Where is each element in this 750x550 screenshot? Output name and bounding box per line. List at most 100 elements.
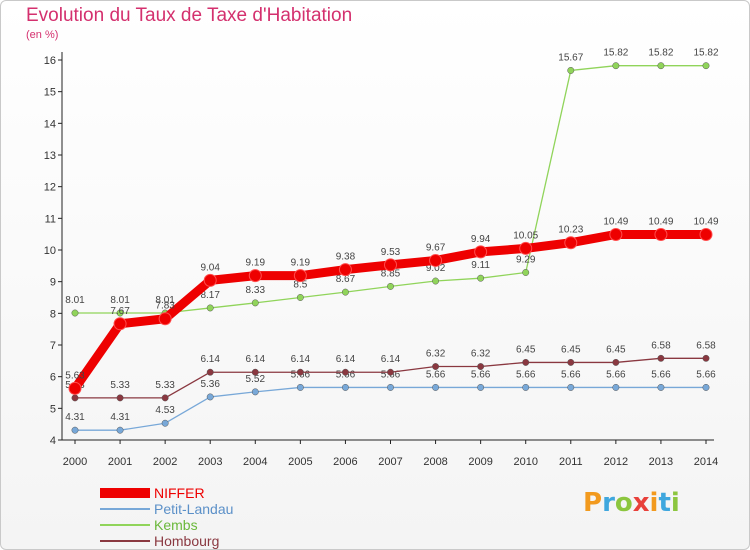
data-label-niffer-2001: 7.67: [110, 306, 130, 317]
data-label-niffer-2014: 10.49: [693, 216, 718, 227]
x-tick-label-2003: 2003: [198, 456, 222, 468]
legend-swatch-kembs: [100, 524, 150, 526]
x-tick-label-2002: 2002: [153, 456, 177, 468]
legend-swatch-hombourg: [100, 540, 150, 542]
point-hombourg-2003: [206, 368, 214, 376]
point-hombourg-2005: [296, 368, 304, 376]
x-tick-label-2004: 2004: [243, 456, 267, 468]
data-label-kembs-2005: 8.5: [293, 280, 307, 291]
data-label-petit-landau-2003: 5.36: [200, 379, 220, 390]
logo-letter-p: P: [583, 488, 603, 518]
point-hombourg-2012: [612, 358, 620, 366]
data-label-hombourg-2009: 6.32: [471, 349, 491, 360]
y-tick-label-8: 8: [50, 308, 56, 320]
data-label-petit-landau-2014: 5.66: [696, 369, 716, 380]
point-petit-landau-2009: [477, 383, 485, 391]
data-label-kembs-2012: 15.82: [603, 48, 628, 59]
point-niffer-2005: [293, 269, 307, 283]
data-label-kembs-2014: 15.82: [693, 48, 718, 59]
point-petit-landau-2001: [116, 426, 124, 434]
point-hombourg-2001: [116, 394, 124, 402]
point-hombourg-2011: [567, 358, 575, 366]
point-petit-landau-2000: [71, 426, 79, 434]
data-label-kembs-2011: 15.67: [558, 52, 583, 63]
point-kembs-2004: [251, 299, 259, 307]
point-niffer-2012: [609, 227, 623, 241]
x-tick-label-2001: 2001: [108, 456, 132, 468]
data-label-petit-landau-2008: 5.66: [426, 369, 446, 380]
logo-letter-x: x: [632, 488, 650, 518]
point-hombourg-2000: [71, 394, 79, 402]
chart-subtitle: (en %): [26, 29, 59, 41]
x-tick-label-2009: 2009: [468, 456, 492, 468]
point-niffer-2007: [384, 258, 397, 272]
point-hombourg-2004: [251, 368, 259, 376]
point-kembs-2014: [702, 62, 710, 70]
point-niffer-2014: [699, 227, 713, 241]
data-label-petit-landau-2012: 5.66: [606, 369, 626, 380]
logo-letter-o: o: [614, 488, 633, 518]
legend-label-niffer: NIFFER: [154, 485, 205, 501]
point-niffer-2000: [68, 381, 82, 395]
point-petit-landau-2010: [522, 383, 530, 391]
point-petit-landau-2011: [567, 383, 575, 391]
point-petit-landau-2014: [702, 383, 710, 391]
data-label-hombourg-2005: 6.14: [291, 354, 311, 365]
data-label-kembs-2007: 8.85: [381, 268, 401, 279]
data-label-hombourg-2004: 6.14: [246, 354, 266, 365]
point-kembs-2006: [341, 288, 349, 296]
chart-title: Evolution du Taux de Taxe d'Habitation: [26, 5, 353, 26]
data-label-hombourg-2006: 6.14: [336, 354, 356, 365]
point-hombourg-2010: [522, 358, 530, 366]
data-label-petit-landau-2001: 4.31: [110, 412, 130, 423]
y-tick-label-14: 14: [44, 118, 56, 130]
point-niffer-2001: [113, 317, 127, 331]
data-label-hombourg-2011: 6.45: [561, 344, 581, 355]
y-tick-label-11: 11: [45, 213, 56, 225]
data-label-petit-landau-2010: 5.66: [516, 369, 536, 380]
point-kembs-2008: [432, 277, 440, 285]
y-tick-label-9: 9: [50, 277, 56, 289]
point-niffer-2013: [654, 227, 668, 241]
legend-item-kembs: Kembs: [100, 517, 300, 533]
data-label-petit-landau-2002: 4.53: [155, 405, 175, 416]
data-label-petit-landau-2013: 5.66: [651, 369, 671, 380]
point-hombourg-2002: [161, 394, 169, 402]
point-kembs-2007: [387, 282, 394, 290]
point-hombourg-2007: [387, 368, 394, 376]
point-petit-landau-2004: [251, 388, 259, 396]
data-label-niffer-2011: 10.23: [558, 225, 583, 236]
data-label-petit-landau-2004: 5.52: [246, 374, 266, 385]
data-label-petit-landau-2000: 4.31: [65, 412, 85, 423]
point-niffer-2011: [564, 236, 578, 250]
y-tick-label-10: 10: [44, 245, 56, 257]
data-label-niffer-2002: 7.83: [155, 301, 175, 312]
legend-item-petit-landau: Petit-Landau: [100, 501, 300, 517]
data-label-kembs-2004: 8.33: [246, 285, 266, 296]
point-kembs-2010: [522, 269, 530, 276]
y-tick-label-7: 7: [50, 340, 56, 352]
legend-swatch-niffer: [100, 488, 150, 498]
data-label-niffer-2012: 10.49: [603, 216, 628, 227]
data-label-niffer-2004: 9.19: [246, 258, 266, 269]
data-label-niffer-2003: 9.04: [200, 262, 220, 273]
point-kembs-2011: [567, 67, 575, 74]
data-label-niffer-2007: 9.53: [381, 247, 401, 258]
point-petit-landau-2008: [432, 383, 440, 391]
x-tick-label-2010: 2010: [513, 456, 537, 468]
x-tick-label-2008: 2008: [423, 456, 447, 468]
point-niffer-2003: [203, 273, 217, 287]
x-tick-label-2013: 2013: [649, 456, 673, 468]
legend-item-niffer: NIFFER: [100, 485, 300, 501]
data-label-niffer-2008: 9.67: [426, 242, 446, 253]
x-tick-label-2012: 2012: [604, 456, 628, 468]
point-niffer-2008: [429, 253, 443, 267]
legend-label-petit-landau: Petit-Landau: [154, 501, 234, 517]
data-label-petit-landau-2011: 5.66: [561, 369, 581, 380]
point-petit-landau-2003: [206, 393, 214, 401]
point-kembs-2000: [71, 309, 79, 317]
data-label-kembs-2009: 9.11: [471, 260, 490, 271]
point-hombourg-2009: [477, 363, 485, 370]
